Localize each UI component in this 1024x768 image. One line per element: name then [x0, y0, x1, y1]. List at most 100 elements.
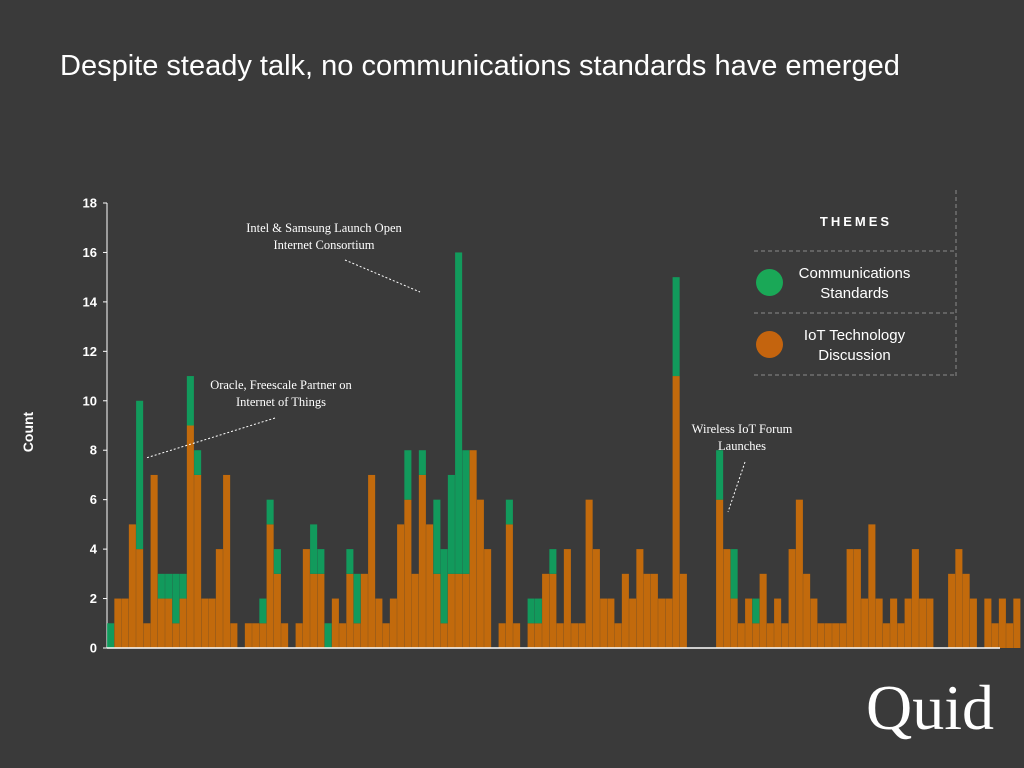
bar-iot — [201, 598, 209, 648]
y-axis: 0 2 4 6 8 10 12 14 16 18 — [83, 196, 108, 656]
bar-iot — [556, 623, 564, 648]
bar-communications — [433, 499, 441, 574]
bar-iot — [643, 573, 651, 648]
bar-iot — [853, 549, 861, 648]
bar-iot — [926, 598, 934, 648]
annotation-leader-wireless — [727, 461, 746, 513]
bar-iot — [795, 499, 803, 648]
bar-iot — [346, 573, 354, 648]
bar-iot — [208, 598, 216, 648]
legend-label-communications: Communications Standards — [798, 265, 911, 302]
bar-iot — [469, 450, 477, 648]
bar-iot — [730, 598, 738, 648]
bar-iot — [114, 598, 122, 648]
bar-iot — [592, 549, 600, 648]
bar-iot — [273, 573, 281, 648]
y-tick-label: 4 — [90, 542, 98, 557]
bar-iot — [788, 549, 796, 648]
bar-iot — [868, 524, 876, 648]
bar-iot — [962, 573, 970, 648]
bar-iot — [433, 573, 441, 648]
bar-iot — [397, 524, 405, 648]
bar-communications — [259, 598, 267, 624]
bar-iot — [295, 623, 303, 648]
bar-iot — [194, 474, 202, 648]
bar-communications — [310, 524, 318, 574]
bar-iot — [621, 573, 629, 648]
bar-iot — [527, 623, 535, 648]
bar-iot — [607, 598, 615, 648]
bar-iot — [803, 573, 811, 648]
bar-iot — [658, 598, 666, 648]
y-tick-label: 10 — [83, 393, 97, 408]
bar-iot — [948, 573, 956, 648]
bar-iot — [281, 623, 289, 648]
bar-iot — [824, 623, 832, 648]
bar-communications — [527, 598, 535, 624]
y-tick-label: 6 — [90, 492, 97, 507]
bar-iot — [1006, 623, 1014, 648]
y-tick-label: 2 — [90, 591, 97, 606]
bar-iot — [774, 598, 782, 648]
bar-iot — [317, 573, 325, 648]
bar-iot — [984, 598, 992, 648]
bar-iot — [252, 623, 260, 648]
bar-iot — [143, 623, 151, 648]
bar-iot — [1013, 598, 1021, 648]
bar-communications — [549, 549, 557, 574]
bar-iot — [331, 598, 339, 648]
bar-communications — [447, 474, 455, 574]
page-title: Despite steady talk, no communications s… — [60, 50, 900, 82]
bar-communications — [136, 400, 144, 550]
bar-communications — [186, 376, 194, 426]
legend-label-iot: IoT Technology Discussion — [803, 327, 906, 364]
bar-iot — [861, 598, 869, 648]
bar-iot — [150, 474, 158, 648]
bar-iot — [186, 425, 194, 648]
bar-iot — [600, 598, 608, 648]
bar-communications — [404, 450, 412, 500]
bar-iot — [382, 623, 390, 648]
bar-iot — [179, 598, 187, 648]
bar-iot — [389, 598, 397, 648]
bar-communications — [353, 573, 361, 624]
bar-iot — [172, 623, 180, 648]
bar-communications — [107, 623, 115, 648]
bar-iot — [157, 598, 165, 648]
bar-iot — [476, 499, 484, 648]
annotation-leader-oracle — [145, 417, 276, 459]
bar-iot — [578, 623, 586, 648]
bar-iot — [745, 598, 753, 648]
legend-dot-communications — [756, 269, 783, 296]
bar-communications — [273, 549, 281, 574]
bar-iot — [890, 598, 898, 648]
y-tick-label: 14 — [83, 294, 98, 309]
annotation-leaders — [145, 259, 746, 513]
bar-communications — [179, 573, 187, 599]
bar-communications — [672, 277, 680, 377]
bar-iot — [904, 598, 912, 648]
bar-iot — [418, 474, 426, 648]
y-tick-label: 0 — [90, 641, 97, 656]
bar-iot — [215, 549, 223, 648]
bar-iot — [498, 623, 506, 648]
bar-iot — [875, 598, 883, 648]
bar-communications — [418, 450, 426, 475]
annotation-wireless-iot: Wireless IoT Forum Launches — [691, 422, 793, 453]
bar-iot — [781, 623, 789, 648]
bar-iot — [440, 623, 448, 648]
bar-communications — [157, 573, 165, 599]
bar-iot — [455, 573, 463, 648]
bar-iot — [737, 623, 745, 648]
bar-iot — [339, 623, 347, 648]
bar-iot — [817, 623, 825, 648]
bar-iot — [411, 573, 419, 648]
bar-communications — [730, 549, 738, 599]
y-tick-label: 18 — [83, 196, 97, 211]
bar-iot — [810, 598, 818, 648]
legend-item-iot: IoT Technology Discussion — [754, 314, 958, 376]
bar-communications — [346, 549, 354, 574]
bar-iot — [259, 623, 267, 648]
bar-communications — [165, 573, 173, 599]
legend-title: THEMES — [819, 214, 893, 229]
